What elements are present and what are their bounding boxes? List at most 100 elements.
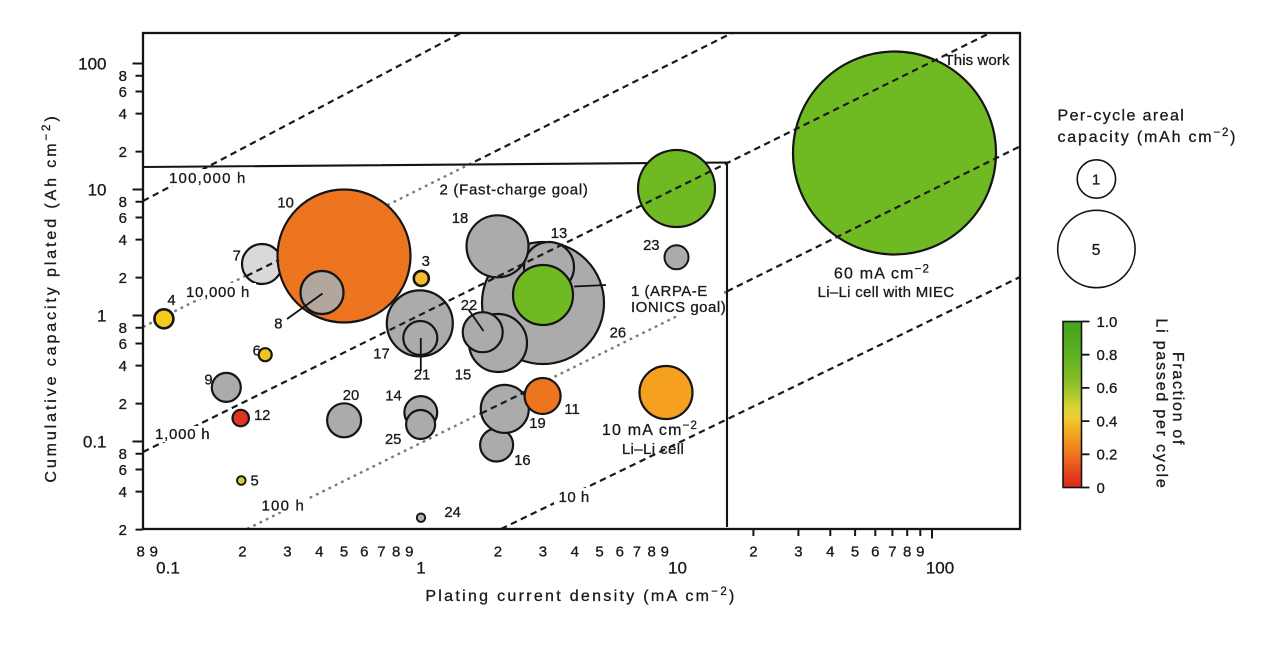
svg-text:7: 7 bbox=[633, 544, 641, 561]
svg-text:13: 13 bbox=[551, 226, 567, 242]
svg-text:1,000 h: 1,000 h bbox=[155, 426, 210, 443]
svg-text:IONICS goal): IONICS goal) bbox=[631, 299, 726, 316]
svg-text:100 h: 100 h bbox=[262, 498, 306, 515]
svg-text:2: 2 bbox=[119, 270, 127, 287]
svg-text:4: 4 bbox=[826, 544, 834, 561]
svg-text:19: 19 bbox=[529, 416, 545, 432]
svg-text:2 (Fast-charge goal): 2 (Fast-charge goal) bbox=[440, 182, 589, 199]
svg-text:0.1: 0.1 bbox=[156, 559, 180, 578]
svg-text:21: 21 bbox=[414, 368, 430, 384]
svg-text:14: 14 bbox=[385, 389, 401, 405]
svg-text:3: 3 bbox=[794, 544, 802, 561]
svg-text:6: 6 bbox=[119, 84, 127, 101]
svg-text:10: 10 bbox=[277, 196, 293, 212]
svg-text:100,000 h: 100,000 h bbox=[169, 170, 247, 187]
svg-text:8: 8 bbox=[274, 317, 282, 333]
svg-text:6: 6 bbox=[616, 544, 624, 561]
svg-text:4: 4 bbox=[315, 544, 323, 561]
svg-text:1.0: 1.0 bbox=[1097, 314, 1118, 331]
svg-text:4: 4 bbox=[119, 358, 127, 375]
svg-text:8: 8 bbox=[119, 194, 127, 211]
svg-text:100: 100 bbox=[78, 55, 106, 74]
svg-text:3: 3 bbox=[539, 544, 547, 561]
svg-text:Fraction of: Fraction of bbox=[1169, 352, 1186, 446]
svg-text:Li–Li cell: Li–Li cell bbox=[622, 441, 684, 458]
svg-text:Cumulative capacity plated (Ah: Cumulative capacity plated (Ah cm−2) bbox=[41, 113, 60, 482]
svg-text:0.2: 0.2 bbox=[1097, 447, 1118, 464]
svg-text:26: 26 bbox=[610, 325, 626, 341]
svg-text:3: 3 bbox=[283, 544, 291, 561]
svg-text:10,000 h: 10,000 h bbox=[186, 284, 250, 301]
svg-text:6: 6 bbox=[119, 336, 127, 353]
svg-text:5: 5 bbox=[595, 544, 603, 561]
svg-text:6: 6 bbox=[360, 544, 368, 561]
svg-text:24: 24 bbox=[444, 505, 460, 521]
svg-text:0: 0 bbox=[1097, 480, 1105, 497]
svg-text:10: 10 bbox=[668, 559, 687, 578]
svg-text:8: 8 bbox=[137, 544, 145, 561]
svg-text:23: 23 bbox=[643, 238, 659, 254]
svg-text:20: 20 bbox=[343, 388, 359, 404]
svg-text:1 (ARPA-E: 1 (ARPA-E bbox=[631, 283, 708, 300]
svg-text:6: 6 bbox=[119, 462, 127, 479]
svg-text:9: 9 bbox=[150, 544, 158, 561]
svg-text:2: 2 bbox=[494, 544, 502, 561]
svg-text:Per-cycle areal: Per-cycle areal bbox=[1058, 108, 1186, 125]
svg-text:8: 8 bbox=[119, 68, 127, 85]
svg-text:25: 25 bbox=[385, 432, 401, 448]
svg-text:18: 18 bbox=[452, 211, 468, 227]
svg-text:12: 12 bbox=[254, 408, 270, 424]
svg-text:9: 9 bbox=[661, 544, 669, 561]
svg-text:7: 7 bbox=[233, 248, 241, 264]
svg-text:9: 9 bbox=[204, 372, 212, 388]
svg-text:6: 6 bbox=[253, 344, 261, 360]
svg-text:0.8: 0.8 bbox=[1097, 347, 1118, 364]
svg-text:4: 4 bbox=[119, 232, 127, 249]
svg-text:Plating current density (mA cm: Plating current density (mA cm−2) bbox=[425, 586, 736, 605]
svg-text:8: 8 bbox=[392, 544, 400, 561]
svg-text:22: 22 bbox=[461, 298, 477, 314]
svg-text:8: 8 bbox=[903, 544, 911, 561]
svg-text:2: 2 bbox=[749, 544, 757, 561]
svg-text:6: 6 bbox=[119, 210, 127, 227]
svg-text:6: 6 bbox=[871, 544, 879, 561]
svg-text:60 mA cm−2: 60 mA cm−2 bbox=[834, 264, 930, 283]
svg-text:8: 8 bbox=[119, 446, 127, 463]
svg-text:4: 4 bbox=[167, 293, 175, 309]
svg-text:1: 1 bbox=[97, 307, 106, 326]
svg-text:7: 7 bbox=[377, 544, 385, 561]
svg-text:1: 1 bbox=[1092, 172, 1100, 189]
svg-text:2: 2 bbox=[119, 522, 127, 539]
svg-text:17: 17 bbox=[373, 347, 389, 363]
svg-text:5: 5 bbox=[250, 474, 258, 490]
svg-text:16: 16 bbox=[514, 453, 530, 469]
svg-text:2: 2 bbox=[119, 396, 127, 413]
svg-text:This work: This work bbox=[945, 52, 1010, 69]
svg-text:11: 11 bbox=[564, 402, 579, 418]
svg-text:2: 2 bbox=[238, 544, 246, 561]
svg-text:4: 4 bbox=[119, 106, 127, 123]
svg-text:10 h: 10 h bbox=[559, 489, 590, 506]
svg-text:Li passed per cycle: Li passed per cycle bbox=[1153, 318, 1170, 489]
svg-text:5: 5 bbox=[340, 544, 348, 561]
svg-text:0.4: 0.4 bbox=[1097, 413, 1118, 430]
svg-text:0.6: 0.6 bbox=[1097, 380, 1118, 397]
svg-text:0.1: 0.1 bbox=[83, 433, 107, 452]
svg-text:Li–Li cell with MIEC: Li–Li cell with MIEC bbox=[818, 284, 955, 301]
svg-text:7: 7 bbox=[888, 544, 896, 561]
svg-text:9: 9 bbox=[405, 544, 413, 561]
svg-text:15: 15 bbox=[455, 368, 471, 384]
svg-text:10: 10 bbox=[88, 181, 107, 200]
svg-text:9: 9 bbox=[916, 544, 924, 561]
svg-text:4: 4 bbox=[571, 544, 579, 561]
svg-text:100: 100 bbox=[926, 559, 954, 578]
svg-text:8: 8 bbox=[648, 544, 656, 561]
svg-text:2: 2 bbox=[119, 144, 127, 161]
svg-text:10 mA cm−2: 10 mA cm−2 bbox=[602, 420, 698, 439]
svg-text:8: 8 bbox=[119, 320, 127, 337]
svg-text:1: 1 bbox=[416, 559, 425, 578]
svg-text:4: 4 bbox=[119, 484, 127, 501]
svg-text:5: 5 bbox=[1092, 242, 1101, 259]
svg-text:3: 3 bbox=[422, 254, 430, 270]
svg-text:capacity (mAh cm−2): capacity (mAh cm−2) bbox=[1058, 127, 1238, 146]
